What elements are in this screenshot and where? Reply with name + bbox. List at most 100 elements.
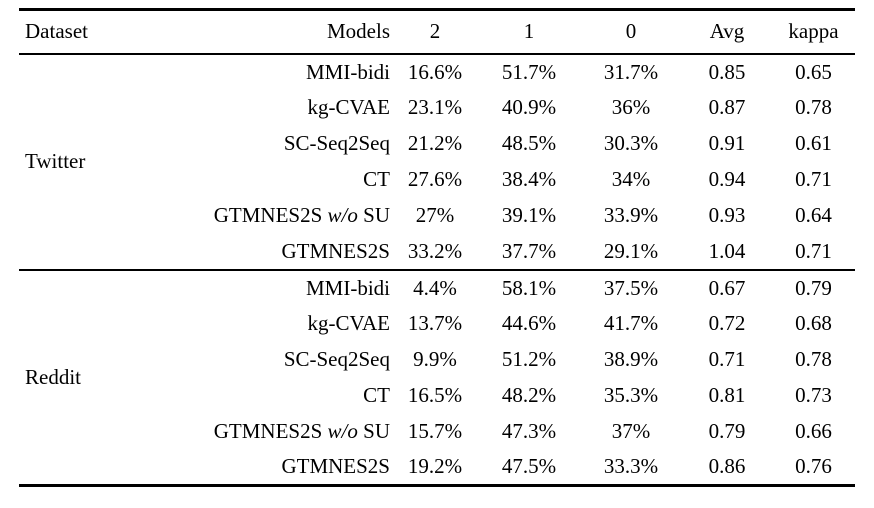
score-1-value: 48.2% (501, 383, 557, 407)
model-name: SC-Seq2Seq (150, 126, 392, 162)
model-name: GTMNES2S w/o SU (150, 414, 392, 450)
avg-value: 0.81 (708, 383, 746, 407)
score-1-value: 47.5% (501, 454, 557, 479)
header-dataset: Dataset (25, 19, 88, 44)
kappa-value: 0.71 (795, 167, 832, 191)
score-0-value: 38.9% (603, 347, 659, 371)
header-row: Dataset Models 2 1 0 Avg kappa (19, 10, 855, 54)
table-row: GTMNES2S 19.2% 47.5% 33.3% 0.86 0.76 (19, 450, 855, 486)
score-2-value: 21.2% (407, 131, 463, 155)
score-2-value: 27% (415, 203, 455, 227)
model-name: GTMNES2S (150, 234, 392, 270)
avg-value: 1.04 (708, 238, 746, 263)
kappa-value: 0.76 (795, 454, 832, 479)
avg-value: 0.67 (708, 275, 746, 300)
avg-value: 0.86 (708, 454, 746, 479)
model-name-text: SC-Seq2Seq (283, 347, 390, 371)
kappa-value: 0.64 (795, 203, 832, 227)
score-1-value: 40.9% (501, 95, 557, 119)
score-0-value: 37.5% (603, 275, 659, 300)
table-row: SC-Seq2Seq 9.9% 51.2% 38.9% 0.71 0.78 (19, 342, 855, 378)
score-2-value: 27.6% (407, 167, 463, 191)
kappa-value: 0.79 (795, 275, 832, 300)
model-name-text: MMI-bidi (306, 275, 390, 300)
model-name-suffix: SU (357, 419, 390, 443)
score-0-value: 37% (611, 419, 651, 443)
avg-value: 0.72 (708, 311, 746, 335)
header-models: Models (327, 19, 390, 44)
kappa-value: 0.61 (795, 131, 832, 155)
score-1-value: 38.4% (501, 167, 557, 191)
kappa-value: 0.73 (795, 383, 832, 407)
kappa-value: 0.78 (795, 347, 832, 371)
score-1-value: 39.1% (501, 203, 557, 227)
header-score-0: 0 (625, 19, 637, 44)
avg-value: 0.94 (708, 167, 746, 191)
model-name-text: GTMNES2S (281, 238, 390, 263)
header-score-2: 2 (429, 19, 441, 44)
score-2-value: 33.2% (407, 238, 463, 263)
score-2-value: 4.4% (413, 275, 457, 300)
score-2-value: 9.9% (413, 347, 457, 371)
model-name-suffix: SU (357, 203, 390, 227)
kappa-value: 0.71 (795, 238, 832, 263)
score-0-value: 33.3% (603, 454, 659, 479)
score-2-value: 15.7% (407, 419, 463, 443)
avg-value: 0.91 (708, 131, 746, 155)
score-2-value: 23.1% (407, 95, 463, 119)
table-row: CT 16.5% 48.2% 35.3% 0.81 0.73 (19, 378, 855, 414)
model-name-italic: w/o (327, 419, 358, 443)
model-name: SC-Seq2Seq (150, 342, 392, 378)
table-row: Reddit MMI-bidi 4.4% 58.1% 37.5% 0.67 0.… (19, 270, 855, 387)
dataset-label-reddit: Reddit (25, 364, 81, 389)
score-0-value: 35.3% (603, 383, 659, 407)
header-kappa: kappa (788, 19, 839, 44)
dataset-label-twitter: Twitter (25, 149, 86, 173)
avg-value: 0.87 (708, 95, 746, 119)
model-name: GTMNES2S (150, 450, 392, 486)
model-name-text: CT (363, 167, 390, 191)
header-avg: Avg (709, 19, 745, 44)
kappa-value: 0.68 (795, 311, 832, 335)
model-name-text: GTMNES2S (281, 454, 390, 479)
avg-value: 0.93 (708, 203, 746, 227)
model-name: CT (150, 162, 392, 198)
score-1-value: 51.7% (501, 59, 557, 84)
model-name-italic: w/o (327, 203, 358, 227)
table-row: SC-Seq2Seq 21.2% 48.5% 30.3% 0.91 0.61 (19, 126, 855, 162)
model-name: kg-CVAE (150, 306, 392, 342)
score-1-value: 44.6% (501, 311, 557, 335)
model-name-text: SC-Seq2Seq (283, 131, 390, 155)
score-2-value: 16.5% (407, 383, 463, 407)
table-row: GTMNES2S w/o SU 27% 39.1% 33.9% 0.93 0.6… (19, 198, 855, 234)
table-row: CT 27.6% 38.4% 34% 0.94 0.71 (19, 162, 855, 198)
model-name: CT (150, 378, 392, 414)
model-name-text: CT (363, 383, 390, 407)
score-1-value: 37.7% (501, 238, 557, 263)
score-1-value: 47.3% (501, 419, 557, 443)
model-name-text: GTMNES2S (213, 203, 328, 227)
score-0-value: 29.1% (603, 238, 659, 263)
kappa-value: 0.65 (795, 59, 832, 84)
table-row: Twitter MMI-bidi 16.6% 51.7% 31.7% 0.85 … (19, 54, 855, 172)
score-0-value: 34% (611, 167, 651, 191)
avg-value: 0.85 (708, 59, 746, 84)
score-0-value: 36% (611, 95, 651, 119)
table-header: Dataset Models 2 1 0 Avg kappa (19, 10, 855, 54)
score-0-value: 30.3% (603, 131, 659, 155)
kappa-value: 0.78 (795, 95, 832, 119)
group-reddit: Reddit MMI-bidi 4.4% 58.1% 37.5% 0.67 0.… (19, 269, 855, 486)
score-2-value: 13.7% (407, 311, 463, 335)
score-1-value: 51.2% (501, 347, 557, 371)
score-0-value: 33.9% (603, 203, 659, 227)
score-0-value: 41.7% (603, 311, 659, 335)
table-row: GTMNES2S 33.2% 37.7% 29.1% 1.04 0.71 (19, 234, 855, 270)
avg-value: 0.79 (708, 419, 746, 443)
model-name-text: GTMNES2S (213, 419, 328, 443)
table-row: kg-CVAE 23.1% 40.9% 36% 0.87 0.78 (19, 90, 855, 126)
table-row: GTMNES2S w/o SU 15.7% 47.3% 37% 0.79 0.6… (19, 414, 855, 450)
score-1-value: 48.5% (501, 131, 557, 155)
model-name: kg-CVAE (150, 90, 392, 126)
model-name: GTMNES2S w/o SU (150, 198, 392, 234)
score-1-value: 58.1% (501, 275, 557, 300)
